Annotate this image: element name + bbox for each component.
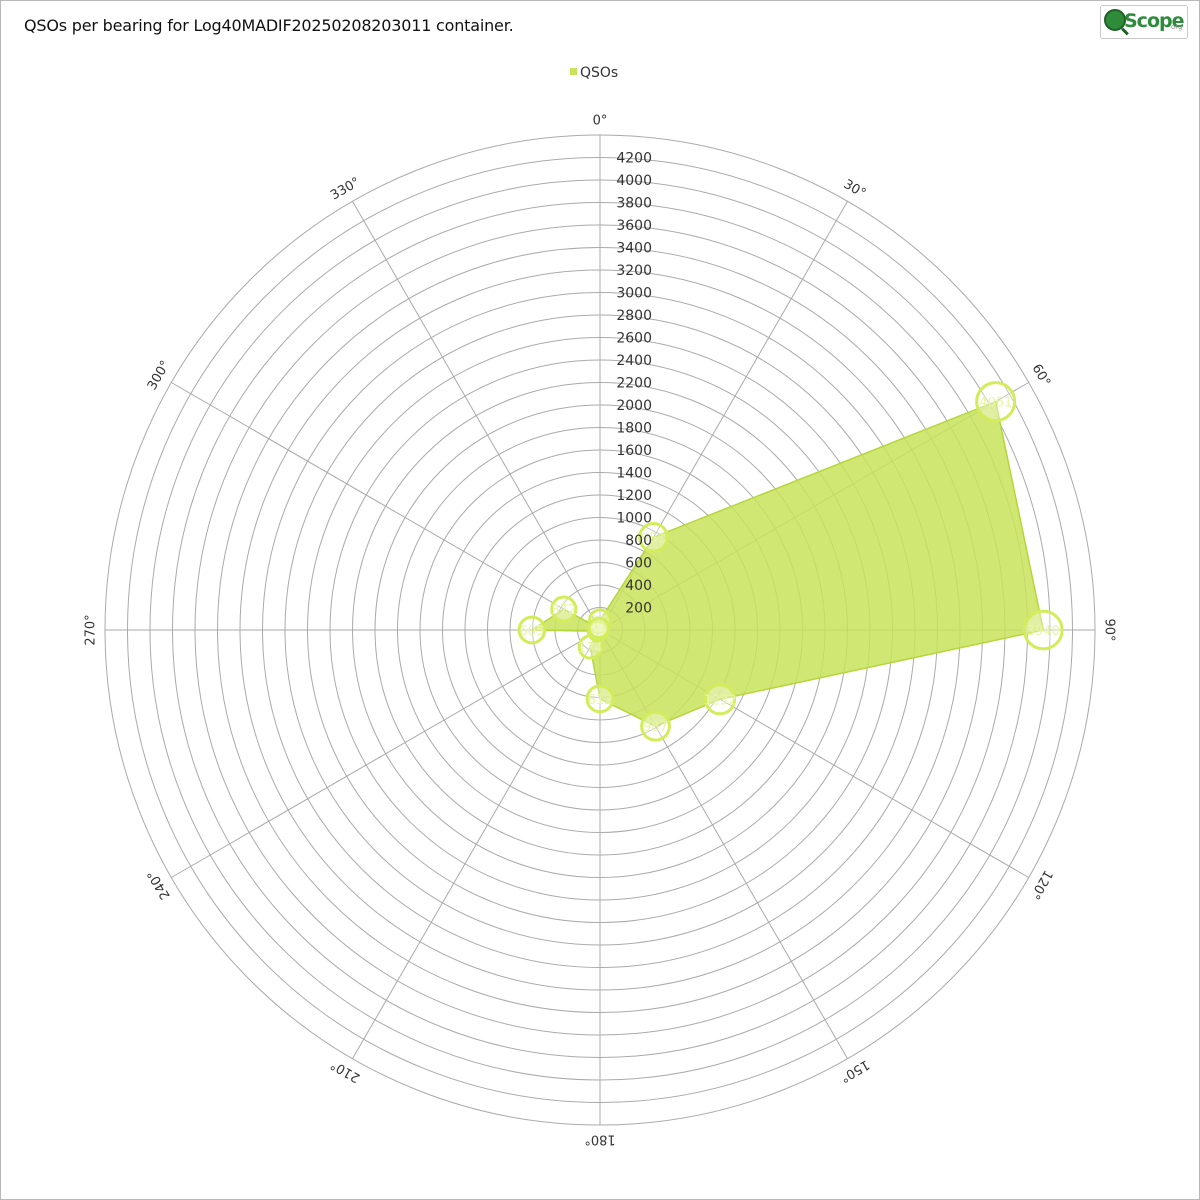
data-label-60: 4061	[979, 396, 1012, 411]
radial-tick-800: 800	[625, 533, 652, 549]
legend: QSOs	[570, 65, 618, 81]
data-point-180[interactable]	[585, 684, 615, 714]
angle-label-330: 330°	[328, 175, 363, 204]
qscope-logo[interactable]: Scope org	[1100, 5, 1188, 39]
data-label-210: 174	[578, 641, 603, 656]
legend-entry-qsos[interactable]: QSOs	[580, 65, 618, 81]
radial-tick-4000: 4000	[616, 173, 652, 189]
radial-tick-1200: 1200	[616, 488, 652, 504]
radial-tick-2000: 2000	[616, 398, 652, 414]
radial-tick-2800: 2800	[616, 308, 652, 324]
series-area-qsos	[529, 400, 1045, 728]
radial-tick-3600: 3600	[616, 218, 652, 234]
data-point-60[interactable]	[975, 381, 1017, 423]
radial-tick-1800: 1800	[616, 421, 652, 437]
data-point-330[interactable]	[587, 616, 611, 640]
radial-tick-3800: 3800	[616, 196, 652, 212]
data-label-120: 1232	[703, 693, 736, 708]
data-label-150: 987	[643, 720, 668, 735]
radial-tick-1600: 1600	[616, 443, 652, 459]
data-point-150[interactable]	[640, 710, 671, 742]
radial-tick-1000: 1000	[616, 511, 652, 527]
angle-label-90: 90°	[1102, 618, 1117, 641]
grid-spoke-210	[352, 629, 601, 1059]
radial-tick-2400: 2400	[616, 353, 652, 369]
radial-tick-3400: 3400	[616, 241, 652, 257]
radial-tick-2600: 2600	[616, 331, 652, 347]
data-label-270: 605	[520, 624, 545, 639]
data-label-300: 372	[551, 603, 576, 618]
chart-title: QSOs per bearing for Log40MADIF202502082…	[24, 16, 514, 35]
data-label-330: 21	[591, 622, 608, 637]
radial-tick-200: 200	[625, 601, 652, 617]
radial-tick-1400: 1400	[616, 466, 652, 482]
data-point-300[interactable]	[550, 595, 578, 623]
angle-label-60: 60°	[1029, 362, 1054, 389]
radial-tick-2200: 2200	[616, 376, 652, 392]
data-label-30: 951	[641, 531, 666, 546]
radial-tick-labels: 200 400 600 800 1000 1200 1400 1600 1800 2000 2200…	[616, 151, 652, 617]
logo-suffix: org	[1171, 23, 1183, 31]
angle-label-270: 270°	[84, 614, 99, 645]
data-area	[529, 400, 1045, 728]
magnifier-icon	[1104, 9, 1126, 31]
grid-spoke-330	[352, 201, 601, 631]
angle-label-150: 150°	[837, 1056, 872, 1085]
angle-label-240: 240°	[145, 867, 174, 902]
angle-label-180: 180°	[584, 1132, 615, 1147]
angle-label-210: 210°	[328, 1056, 363, 1085]
grid-spoke-300	[171, 382, 601, 631]
radial-tick-4200: 4200	[616, 151, 652, 167]
angle-label-120: 120°	[1026, 867, 1055, 902]
data-point-120[interactable]	[704, 683, 737, 716]
radial-tick-3200: 3200	[616, 263, 652, 279]
angle-label-300: 300°	[145, 358, 174, 393]
data-label-180: 612	[588, 693, 613, 708]
grid-spoke-240	[171, 629, 601, 878]
radial-tick-3000: 3000	[616, 286, 652, 302]
logo-word: Scope	[1124, 10, 1184, 32]
data-point-90[interactable]	[1022, 609, 1064, 651]
radial-tick-600: 600	[625, 556, 652, 572]
data-point-30[interactable]	[638, 522, 669, 553]
data-point-270[interactable]	[517, 615, 547, 645]
angle-label-0: 0°	[593, 114, 608, 129]
data-label-90: 3940	[1027, 624, 1060, 639]
angle-label-30: 30°	[841, 177, 868, 202]
legend-swatch[interactable]	[570, 68, 577, 75]
radial-tick-400: 400	[625, 578, 652, 594]
